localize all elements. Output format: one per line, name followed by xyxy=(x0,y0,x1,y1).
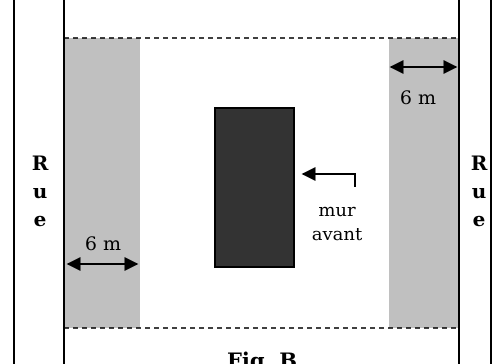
right-setback-zone xyxy=(389,38,458,328)
right-street-letter: u xyxy=(472,179,487,203)
figure-caption: Fig. B xyxy=(227,348,297,364)
front-wall-arrow xyxy=(301,167,356,187)
left-street-letter: e xyxy=(34,207,47,231)
left-setback-label: 6 m xyxy=(85,233,121,255)
left-street-letter: R xyxy=(32,151,49,175)
left-setback-zone xyxy=(65,38,140,328)
front-wall-label-line2: avant xyxy=(312,224,363,245)
left-street-letter: u xyxy=(33,179,48,203)
building xyxy=(214,107,295,268)
right-setback-label: 6 m xyxy=(400,87,436,109)
right-street-letter: R xyxy=(471,151,488,175)
right-street-letter: e xyxy=(473,207,486,231)
front-wall-label-line1: mur xyxy=(318,200,356,221)
